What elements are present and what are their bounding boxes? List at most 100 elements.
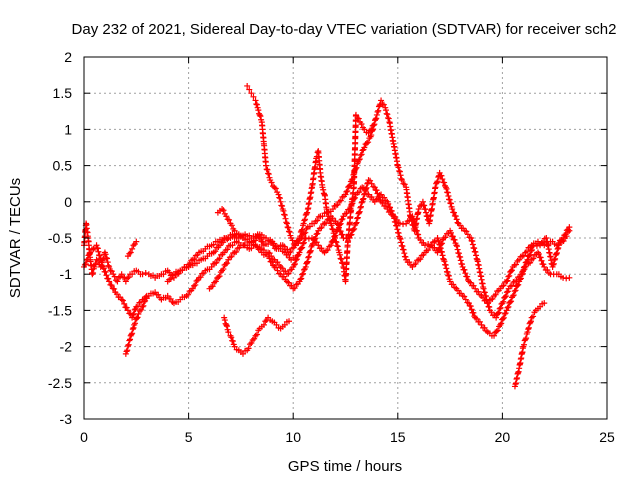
data-point bbox=[287, 248, 294, 255]
data-point bbox=[443, 185, 450, 192]
data-point bbox=[468, 306, 475, 313]
data-point bbox=[123, 348, 130, 355]
data-point bbox=[454, 287, 461, 294]
data-point bbox=[396, 235, 403, 241]
data-point bbox=[167, 276, 174, 283]
data-point bbox=[298, 275, 305, 282]
data-point bbox=[492, 291, 499, 298]
data-point bbox=[561, 232, 568, 239]
data-point bbox=[126, 337, 133, 344]
data-point bbox=[248, 90, 255, 97]
data-point bbox=[143, 292, 150, 299]
data-point bbox=[294, 253, 301, 260]
data-point bbox=[481, 289, 488, 296]
data-point bbox=[505, 303, 512, 310]
series-track-h bbox=[122, 292, 150, 357]
data-point bbox=[368, 126, 375, 133]
data-points-layer bbox=[81, 82, 573, 390]
series-track-c bbox=[164, 184, 573, 307]
data-point bbox=[302, 263, 309, 270]
data-point bbox=[499, 315, 506, 322]
data-point bbox=[374, 108, 381, 115]
data-point bbox=[457, 254, 464, 261]
data-point bbox=[368, 193, 375, 200]
data-point bbox=[104, 255, 111, 262]
data-point bbox=[399, 243, 406, 250]
data-point bbox=[189, 285, 196, 292]
data-point bbox=[527, 259, 534, 266]
data-point bbox=[503, 289, 510, 296]
data-point bbox=[470, 282, 477, 289]
data-point bbox=[136, 308, 143, 315]
data-point bbox=[524, 329, 531, 336]
data-point bbox=[417, 236, 424, 243]
data-point bbox=[209, 283, 216, 290]
data-point bbox=[385, 200, 392, 207]
data-point bbox=[111, 285, 118, 292]
data-point bbox=[224, 236, 231, 243]
data-point bbox=[459, 261, 466, 268]
data-point bbox=[140, 302, 147, 309]
data-point bbox=[508, 282, 515, 289]
data-point bbox=[139, 303, 146, 310]
data-point bbox=[398, 239, 405, 246]
data-point bbox=[384, 111, 391, 118]
data-point bbox=[503, 307, 510, 314]
data-point bbox=[285, 279, 292, 286]
data-point bbox=[544, 266, 551, 273]
data-point bbox=[445, 272, 452, 279]
data-point bbox=[433, 179, 440, 186]
data-point bbox=[506, 272, 513, 279]
data-point bbox=[105, 262, 112, 269]
y-tick-label: -1.5 bbox=[48, 302, 72, 318]
data-point bbox=[128, 331, 135, 338]
data-point bbox=[129, 330, 136, 337]
data-point bbox=[216, 255, 223, 262]
data-point bbox=[380, 101, 387, 108]
data-point bbox=[100, 265, 107, 272]
data-point bbox=[286, 228, 293, 235]
data-point bbox=[447, 278, 454, 285]
data-point bbox=[248, 339, 255, 346]
data-point bbox=[126, 250, 133, 257]
data-point bbox=[566, 224, 573, 231]
data-point bbox=[504, 304, 511, 311]
data-point bbox=[396, 168, 403, 175]
data-point bbox=[419, 198, 426, 205]
data-point bbox=[250, 93, 257, 100]
data-point bbox=[252, 332, 259, 339]
data-point bbox=[360, 195, 367, 202]
data-point bbox=[108, 268, 115, 275]
data-point bbox=[346, 182, 353, 189]
y-tick-label: 0.5 bbox=[53, 158, 73, 174]
data-point bbox=[512, 287, 519, 294]
data-point bbox=[257, 113, 264, 120]
data-point bbox=[320, 186, 327, 193]
data-point bbox=[325, 209, 332, 216]
y-tick-label: 2 bbox=[64, 49, 72, 65]
data-point bbox=[329, 226, 336, 233]
data-point bbox=[509, 292, 516, 299]
data-point bbox=[120, 274, 127, 281]
series-track-f bbox=[244, 82, 376, 285]
data-point bbox=[134, 314, 141, 321]
data-point bbox=[334, 201, 341, 208]
data-point bbox=[373, 115, 380, 122]
data-point bbox=[83, 257, 90, 264]
data-point bbox=[129, 245, 136, 252]
data-point bbox=[379, 200, 386, 207]
data-point bbox=[502, 293, 509, 300]
data-point bbox=[484, 300, 491, 307]
data-point bbox=[525, 324, 532, 331]
data-point bbox=[439, 252, 446, 259]
data-point bbox=[231, 227, 238, 234]
data-point bbox=[360, 184, 367, 191]
data-point bbox=[222, 261, 229, 268]
data-point bbox=[256, 111, 263, 118]
data-point bbox=[318, 245, 325, 252]
data-point bbox=[453, 216, 460, 223]
data-point bbox=[299, 244, 306, 251]
data-point bbox=[87, 249, 94, 256]
data-point bbox=[412, 260, 419, 267]
data-point bbox=[397, 235, 404, 242]
